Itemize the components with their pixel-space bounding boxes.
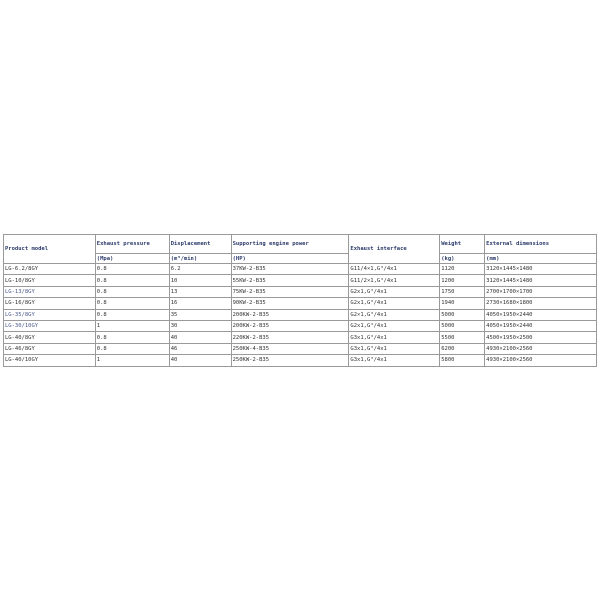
product-spec-table: Product model Exhaust pressure Displacem…: [3, 234, 597, 367]
cell-exhaust-interface: G2x1,G³/4x1: [348, 285, 441, 299]
table-row: LG-6.2/8GY 0.8 6.2 37KW-2-B35 G11/4×1,G³/4x1…: [3, 262, 597, 276]
cell-engine-power: 250KW-4-B35: [230, 342, 350, 356]
cell-displacement: 40: [168, 331, 232, 344]
cell-dimensions: 3120×1445×1480: [484, 262, 597, 276]
cell-dimensions: 4930×2100×2560: [484, 342, 597, 356]
table-row: LG-10/8GY 0.8 10 55KW-2-B35 G11/2×1,G³/4x1 12…: [3, 274, 597, 287]
cell-weight: 6200: [439, 342, 486, 356]
cell-exhaust-pressure: 1: [94, 354, 170, 367]
cell-displacement: 10: [168, 274, 232, 287]
cell-exhaust-interface: G3x1,G³/4x1: [348, 342, 441, 356]
cell-dimensions: 4500×1950×2500: [484, 331, 597, 344]
header-exhaust-pressure: Exhaust pressure: [94, 234, 170, 254]
cell-product-model: LG-40/8GY: [3, 331, 96, 344]
table-row: LG-46/8GY 0.8 46 250KW-4-B35 G3x1,G³/4x1 6200…: [3, 342, 597, 356]
table-row: LG-13/8GY 0.8 13 75KW-2-B35 G2x1,G³/4x1 1750 2…: [3, 285, 597, 299]
cell-weight: 1750: [439, 285, 486, 299]
cell-dimensions: 4050×1950×2440: [484, 308, 597, 321]
cell-exhaust-pressure: 0.8: [94, 308, 170, 321]
cell-exhaust-pressure: 0.8: [94, 285, 170, 299]
unit-exhaust-pressure: (Mpa): [94, 253, 170, 264]
cell-engine-power: 200KW-2-B35: [230, 308, 350, 321]
cell-dimensions: 2730×1680×1800: [484, 297, 597, 310]
cell-exhaust-pressure: 0.8: [94, 274, 170, 287]
cell-exhaust-pressure: 0.8: [94, 331, 170, 344]
header-weight: Weight: [439, 234, 486, 254]
header-displacement: Displacement: [168, 234, 232, 254]
unit-weight: (kg): [439, 253, 486, 264]
cell-product-model: LG-10/8GY: [3, 274, 96, 287]
cell-dimensions: 4050×1950×2440: [484, 319, 597, 333]
cell-product-model: LG-6.2/8GY: [3, 262, 96, 276]
cell-weight: 5800: [439, 354, 486, 367]
cell-product-model: LG-16/8GY: [3, 297, 96, 310]
table-row: LG-40/10GY 1 40 250KW-2-B35 G3x1,G³/4x1 5800 4…: [3, 354, 597, 367]
cell-displacement: 40: [168, 354, 232, 367]
cell-exhaust-pressure: 1: [94, 319, 170, 333]
header-row: Product model Exhaust pressure Displacem…: [3, 234, 597, 264]
cell-displacement: 30: [168, 319, 232, 333]
cell-exhaust-interface: G2×1,G³/4x1: [348, 308, 441, 321]
cell-product-model: LG-40/10GY: [3, 354, 96, 367]
cell-product-model: LG-13/8GY: [3, 285, 96, 299]
cell-weight: 5500: [439, 331, 486, 344]
cell-displacement: 6.2: [168, 262, 232, 276]
cell-weight: 1200: [439, 274, 486, 287]
cell-dimensions: 4930×2100×2560: [484, 354, 597, 367]
cell-product-model: LG-35/8GY: [3, 308, 96, 321]
cell-engine-power: 37KW-2-B35: [230, 262, 350, 276]
cell-exhaust-interface: G2x1,G³/4x1: [348, 297, 441, 310]
unit-engine-power: (HP): [230, 253, 350, 264]
cell-exhaust-pressure: 0.8: [94, 297, 170, 310]
cell-weight: 1940: [439, 297, 486, 310]
cell-engine-power: 250KW-2-B35: [230, 354, 350, 367]
cell-engine-power: 55KW-2-B35: [230, 274, 350, 287]
cell-weight: 5000: [439, 308, 486, 321]
cell-exhaust-pressure: 0.8: [94, 262, 170, 276]
cell-engine-power: 220KW-2-B35: [230, 331, 350, 344]
cell-engine-power: 200KW-2-B35: [230, 319, 350, 333]
cell-exhaust-interface: G3x1,G³/4x1: [348, 331, 441, 344]
header-dimensions: External dimensions: [484, 234, 597, 254]
table-row: LG-35/8GY 0.8 35 200KW-2-B35 G2×1,G³/4x1 5000…: [3, 308, 597, 321]
cell-dimensions: 2700×1700×1700: [484, 285, 597, 299]
cell-weight: 1120: [439, 262, 486, 276]
cell-product-model: LG-30/10GY: [3, 319, 96, 333]
header-exhaust-interface: Exhaust interface: [348, 234, 441, 264]
table-row: LG-30/10GY 1 30 200KW-2-B35 G2x1,G³/4x1 5000 4…: [3, 319, 597, 333]
table-row: LG-40/8GY 0.8 40 220KW-2-B35 G3x1,G³/4x1 5500…: [3, 331, 597, 344]
table-row: LG-16/8GY 0.8 16 90KW-2-B35 G2x1,G³/4x1 1940 2…: [3, 297, 597, 310]
header-product-model: Product model: [3, 234, 96, 264]
cell-dimensions: 3120×1445×1480: [484, 274, 597, 287]
cell-displacement: 46: [168, 342, 232, 356]
cell-exhaust-interface: G11/2×1,G³/4x1: [348, 274, 441, 287]
unit-displacement: (m³/min): [168, 253, 232, 264]
cell-engine-power: 90KW-2-B35: [230, 297, 350, 310]
header-engine-power: Supporting engine power: [230, 234, 350, 254]
cell-displacement: 35: [168, 308, 232, 321]
cell-exhaust-interface: G3x1,G³/4x1: [348, 354, 441, 367]
cell-engine-power: 75KW-2-B35: [230, 285, 350, 299]
cell-exhaust-pressure: 0.8: [94, 342, 170, 356]
cell-exhaust-interface: G11/4×1,G³/4x1: [348, 262, 441, 276]
cell-displacement: 13: [168, 285, 232, 299]
cell-displacement: 16: [168, 297, 232, 310]
cell-product-model: LG-46/8GY: [3, 342, 96, 356]
unit-dimensions: (mm): [484, 253, 597, 264]
cell-weight: 5000: [439, 319, 486, 333]
cell-exhaust-interface: G2x1,G³/4x1: [348, 319, 441, 333]
